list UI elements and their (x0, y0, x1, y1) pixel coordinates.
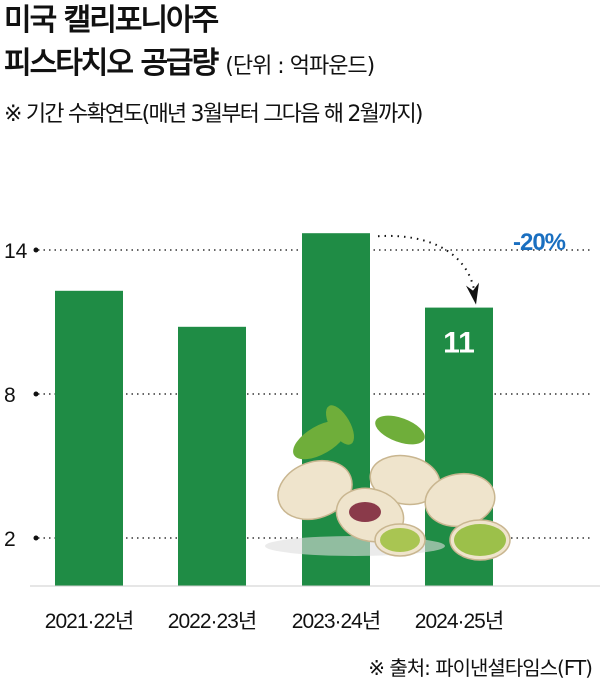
y-tick-label: 2 (4, 528, 16, 551)
tick-dot (33, 247, 39, 253)
bar (55, 290, 123, 586)
pistachio-kernel (349, 502, 381, 522)
period-note: ※ 기간 수확연도(매년 3월부터 그다음 해 2월까지) (4, 102, 423, 127)
leaf (326, 405, 354, 445)
unit-label: (단위 : 억파운드) (225, 54, 375, 79)
bar (178, 326, 246, 586)
pistachio-nut (277, 459, 353, 521)
title-text: 피스타치오 공급량 (4, 46, 219, 81)
x-tick-label: 2024·25년 (415, 610, 503, 633)
source-note: ※ 출처: 파이낸셜타임스(FT) (368, 656, 593, 680)
chart-title-line2: 피스타치오 공급량 (단위 : 억파운드) (4, 45, 375, 86)
data-label: 11 (443, 327, 475, 360)
pistachio-kernel (380, 528, 420, 552)
leaf (375, 415, 425, 445)
y-tick-label: 14 (4, 240, 28, 263)
chart-title-line1: 미국 캘리포니아주 (4, 3, 219, 38)
pistachio-kernel (454, 524, 506, 556)
arrow-head-icon (466, 282, 479, 305)
x-tick-label: 2023·24년 (292, 610, 380, 633)
tick-dot (33, 391, 39, 397)
pistachio-illustration (265, 405, 511, 561)
y-tick-label: 8 (4, 384, 16, 407)
tick-dot (33, 535, 39, 541)
x-tick-label: 2021·22년 (45, 610, 133, 633)
change-annotation: -20% (513, 229, 566, 256)
change-arrow-line (377, 234, 476, 296)
x-tick-label: 2022·23년 (168, 610, 256, 633)
